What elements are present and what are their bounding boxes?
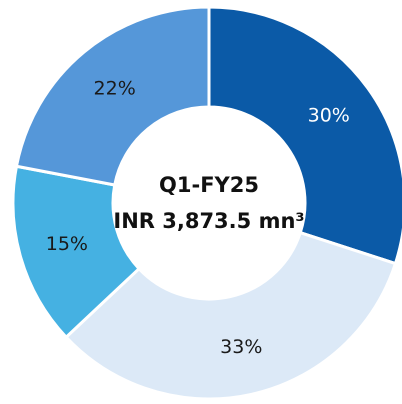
segment [14,5,211,187]
segment-label: 33% [220,336,262,358]
segment [64,230,398,401]
center-subtitle: INR 3,873.5 mn³ [113,209,304,233]
segment-label: 15% [46,233,88,255]
segment-label: 22% [94,77,136,99]
segment-label: 30% [308,105,350,127]
center-title: Q1-FY25 [159,173,259,197]
segment [207,5,402,266]
